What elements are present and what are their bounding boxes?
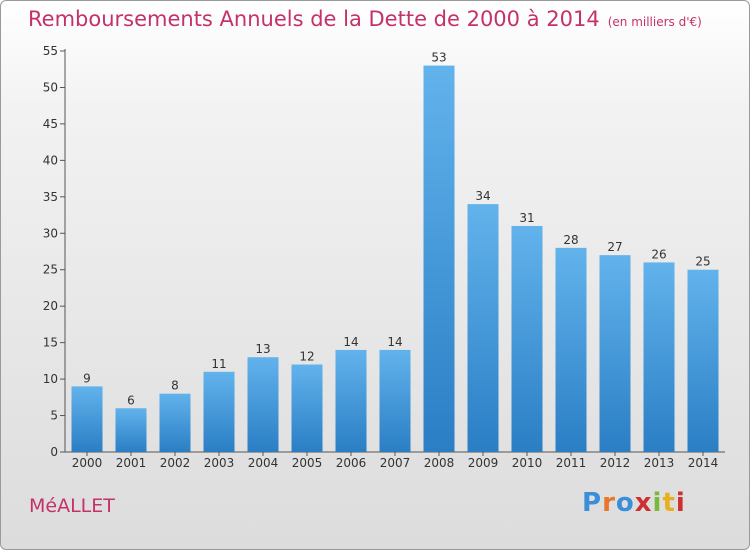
chart-title: Remboursements Annuels de la Dette de 20…: [28, 7, 702, 31]
bar: [247, 357, 279, 452]
bar: [643, 262, 675, 452]
bar-value-label: 27: [607, 240, 622, 254]
y-tick-label: 30: [43, 226, 58, 240]
x-tick-label: 2000: [72, 456, 103, 470]
y-tick-label: 15: [43, 336, 58, 350]
x-tick-label: 2012: [600, 456, 631, 470]
bar: [203, 371, 235, 452]
axes: 0 5 10 15 20 25 30 35 40 45 50 55 2000 2001 2002 2003 20…: [43, 44, 725, 470]
bar-value-label: 25: [695, 255, 710, 269]
y-tick-label: 35: [43, 190, 58, 204]
y-tick-label: 55: [43, 44, 58, 58]
bar: [467, 204, 499, 452]
y-tick-label: 50: [43, 80, 58, 94]
y-tick-label: 5: [50, 409, 58, 423]
bar-value-label: 26: [651, 247, 666, 261]
x-tick-label: 2005: [292, 456, 323, 470]
bar: [423, 65, 455, 452]
bar-value-label: 12: [299, 350, 314, 364]
x-tick-label: 2003: [204, 456, 235, 470]
bar-value-label: 14: [343, 335, 358, 349]
x-tick-label: 2014: [688, 456, 719, 470]
bar: [687, 269, 719, 452]
x-tick-label: 2009: [468, 456, 499, 470]
bar-value-label: 28: [563, 233, 578, 247]
y-tick-label: 25: [43, 263, 58, 277]
bar-value-label: 31: [519, 211, 534, 225]
x-tick-label: 2001: [116, 456, 147, 470]
x-tick-label: 2008: [424, 456, 455, 470]
logo-letter: i: [652, 488, 663, 518]
bar: [599, 255, 631, 452]
bar-value-label: 13: [255, 342, 270, 356]
logo-letter: t: [662, 488, 676, 518]
y-tick-label: 10: [43, 372, 58, 386]
x-tick-label: 2011: [556, 456, 587, 470]
logo-letter: x: [634, 488, 653, 518]
commune-name: MéALLET: [29, 495, 115, 517]
bar: [335, 349, 367, 452]
logo-letter: P: [582, 488, 603, 518]
bar: [379, 349, 411, 452]
bar-value-label: 9: [83, 371, 91, 385]
bar-value-label: 53: [431, 51, 446, 65]
bar: [555, 247, 587, 452]
bar: [291, 364, 323, 452]
x-tick-label: 2013: [644, 456, 675, 470]
bar-value-label: 11: [211, 357, 226, 371]
bar-value-label: 14: [387, 335, 402, 349]
x-tick-label: 2010: [512, 456, 543, 470]
bar-value-label: 8: [171, 379, 179, 393]
bar: [159, 393, 191, 452]
chart-title-text: Remboursements Annuels de la Dette de 20…: [28, 7, 600, 31]
y-tick-label: 40: [43, 153, 58, 167]
x-tick-label: 2006: [336, 456, 367, 470]
bars: 9 6 8 11 13 12 14 14 53 34 31 28 27 26 25: [71, 51, 719, 452]
bar-value-label: 6: [127, 393, 135, 407]
x-tick-label: 2004: [248, 456, 279, 470]
logo-letter: i: [675, 488, 686, 518]
proxiti-logo: Proxiti: [582, 488, 686, 518]
logo-letter: o: [615, 488, 635, 518]
x-tick-label: 2002: [160, 456, 191, 470]
y-tick-label: 45: [43, 117, 58, 131]
x-tick-label: 2007: [380, 456, 411, 470]
y-tick-label: 0: [50, 445, 58, 459]
chart-unit: (en milliers d'€): [607, 15, 702, 29]
bar: [511, 225, 543, 452]
y-tick-label: 20: [43, 299, 58, 313]
bar: [71, 386, 103, 452]
logo-letter: r: [602, 488, 616, 518]
bar: [115, 408, 147, 452]
bar-value-label: 34: [475, 189, 490, 203]
